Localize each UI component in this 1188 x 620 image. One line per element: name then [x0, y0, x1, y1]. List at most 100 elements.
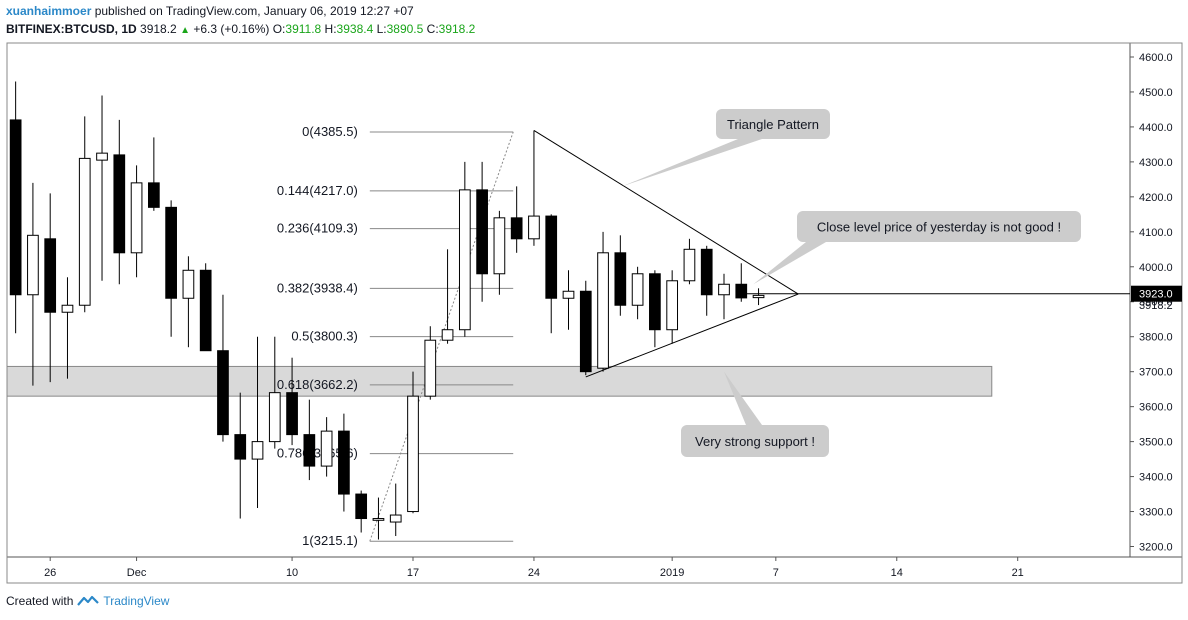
candle-body[interactable]	[528, 215, 540, 240]
candle-body[interactable]	[130, 182, 143, 254]
x-tick-label: 10	[286, 567, 298, 579]
close-label: C:	[426, 22, 439, 36]
fib-level-label: 0(4385.5)	[302, 124, 358, 139]
candle-body[interactable]	[96, 152, 108, 161]
x-tick-label: 14	[891, 567, 903, 579]
candle-body[interactable]	[407, 395, 419, 513]
candle-body[interactable]	[649, 273, 661, 331]
candle-body[interactable]	[78, 157, 91, 306]
y-tick-label: 3800.0	[1139, 332, 1173, 344]
callout-box[interactable]	[681, 425, 829, 457]
candle-body[interactable]	[458, 189, 471, 331]
candle-body[interactable]	[700, 248, 713, 296]
low-value: 3890.5	[386, 22, 424, 36]
last-price-tag	[1131, 285, 1182, 302]
candle-body[interactable]	[389, 514, 402, 523]
last-price-tag-label: 3923.0	[1139, 289, 1173, 301]
candle-body[interactable]	[493, 217, 506, 275]
candle-body[interactable]	[182, 269, 195, 299]
candle-body[interactable]	[44, 238, 57, 313]
publish-info: xuanhaimmoer published on TradingView.co…	[6, 4, 414, 18]
support-zone[interactable]	[6, 365, 993, 397]
candle-body[interactable]	[631, 273, 644, 306]
candle-body[interactable]	[562, 290, 575, 299]
x-tick-label: 24	[528, 567, 540, 579]
candle-body[interactable]	[476, 189, 488, 275]
fib-level-label: 1(3215.1)	[302, 533, 358, 548]
candle-body[interactable]	[286, 392, 298, 436]
candle-body[interactable]	[355, 493, 368, 520]
y-tick-label: 3200.0	[1139, 542, 1173, 554]
published-text: published on TradingView.com, January 06…	[94, 4, 414, 18]
y-tick-label: 4600.0	[1139, 52, 1173, 64]
candle-body[interactable]	[752, 294, 765, 299]
callout-text: Triangle Pattern	[727, 117, 819, 132]
x-tick-label: 7	[773, 567, 779, 579]
fib-level-label: 0.144(4217.0)	[277, 183, 358, 198]
candle-body[interactable]	[441, 329, 454, 341]
candle-body[interactable]	[113, 154, 126, 254]
candle-body[interactable]	[718, 283, 730, 296]
y-tick-label: 4500.0	[1139, 87, 1173, 99]
candle-body[interactable]	[165, 206, 177, 299]
candle-body[interactable]	[61, 304, 74, 313]
candle-body[interactable]	[510, 217, 523, 240]
candle-body[interactable]	[199, 269, 212, 352]
candle-body[interactable]	[666, 280, 679, 331]
candle-body[interactable]	[338, 430, 350, 495]
y-tick-label: 4400.0	[1139, 122, 1173, 134]
callout-pointer	[753, 242, 826, 285]
candle-body[interactable]	[735, 283, 748, 299]
candle-body[interactable]	[320, 430, 333, 467]
author-link[interactable]: xuanhaimmoer	[6, 4, 92, 18]
y-tick-label: 4300.0	[1139, 157, 1173, 169]
tradingview-logo-icon	[77, 595, 100, 606]
candle-body[interactable]	[251, 441, 264, 460]
x-tick-label: 2019	[660, 567, 684, 579]
created-with-text: Created with	[6, 594, 74, 608]
tradingview-brand-link[interactable]: TradingView	[103, 594, 170, 608]
x-tick-label: Dec	[127, 567, 147, 579]
candle-body[interactable]	[579, 290, 592, 373]
high-value: 3938.4	[336, 22, 374, 36]
y-tick-label: 4100.0	[1139, 227, 1173, 239]
candle-body[interactable]	[27, 234, 39, 296]
fib-level-label: 0.786(3465.6)	[277, 446, 358, 461]
callout-box[interactable]	[797, 211, 1081, 242]
close-value: 3918.2	[438, 22, 476, 36]
symbol-info: BITFINEX:BTCUSD, 1D 3918.2 ▲ +6.3 (+0.16…	[6, 22, 475, 36]
high-label: H:	[324, 22, 337, 36]
fib-level-label: 0.618(3662.2)	[277, 377, 358, 392]
candle-body[interactable]	[545, 215, 558, 299]
triangle-upper-line[interactable]	[533, 129, 799, 295]
callout-box[interactable]	[716, 109, 830, 139]
x-tick-label: 21	[1012, 567, 1024, 579]
candle-body[interactable]	[147, 182, 160, 208]
chart-border	[6, 42, 1183, 584]
candle-body[interactable]	[683, 248, 696, 282]
fib-level-label: 0.5(3800.3)	[291, 329, 358, 344]
candle-body[interactable]	[234, 434, 247, 460]
candle-body[interactable]	[372, 518, 385, 521]
y-tick-label: 3500.0	[1139, 437, 1173, 449]
y-tick-label: 3400.0	[1139, 472, 1173, 484]
last-price: 3918.2	[140, 22, 177, 36]
y-tick-label: 4000.0	[1139, 262, 1173, 274]
candle-body[interactable]	[597, 252, 609, 369]
callout-text: Close level price of yesterday is not go…	[817, 220, 1061, 235]
candle-body[interactable]	[9, 119, 22, 296]
callout-pointer	[622, 139, 762, 187]
candle-body[interactable]	[424, 339, 437, 397]
symbol-name: BITFINEX:BTCUSD, 1D	[6, 22, 137, 36]
footer: Created with TradingView	[6, 594, 169, 608]
candle-body[interactable]	[268, 392, 281, 443]
candle-body[interactable]	[303, 434, 316, 467]
candle-body[interactable]	[614, 252, 627, 306]
y-tick-label: 3300.0	[1139, 507, 1173, 519]
up-arrow-icon: ▲	[180, 25, 190, 36]
triangle-lower-line[interactable]	[585, 293, 799, 378]
candle-body[interactable]	[217, 350, 229, 436]
y-tick-label: 3700.0	[1139, 367, 1173, 379]
price-change: +6.3 (+0.16%)	[193, 22, 270, 36]
